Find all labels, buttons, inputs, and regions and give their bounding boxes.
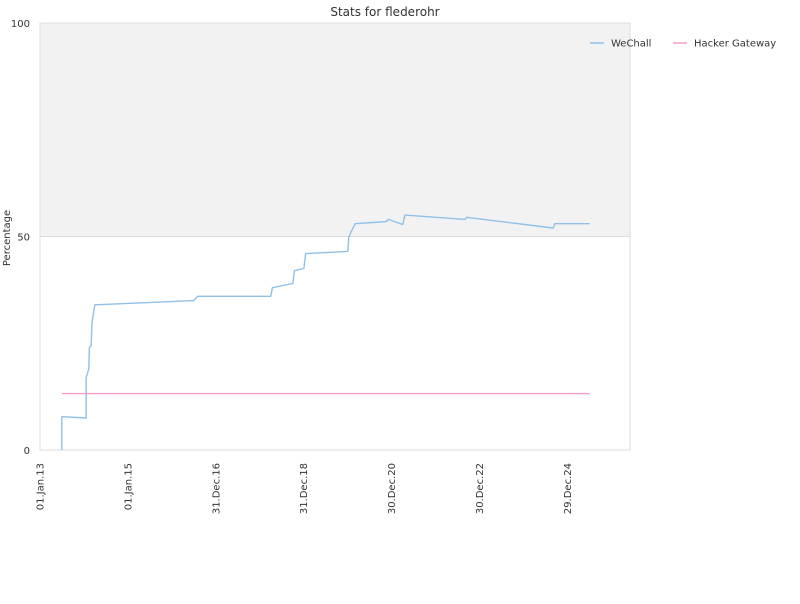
- series-layer: [61, 214, 590, 450]
- legend: WeChall Hacker Gateway: [590, 39, 776, 50]
- x-tick-label: 01.Jan.15: [123, 463, 134, 510]
- y-tick-label: 0: [24, 446, 30, 457]
- y-axis-label: Percentage: [2, 210, 13, 266]
- x-tick-label: 31.Dec.16: [211, 463, 222, 514]
- y-tick-label: 50: [17, 233, 30, 244]
- chart-title: Stats for flederohr: [330, 5, 439, 19]
- x-tick-label: 30.Dec.22: [475, 463, 486, 514]
- y-tick-label: 100: [11, 19, 30, 30]
- series-line-wechall: [61, 214, 590, 450]
- x-tick-label: 31.Dec.18: [299, 463, 310, 514]
- x-tick-label: 30.Dec.20: [387, 463, 398, 514]
- legend-label: WeChall: [611, 39, 651, 50]
- axis-layer: 0 50 100 01.Jan.13 01.Jan.15 31.Dec.16 31.Dec.…: [11, 19, 574, 514]
- plot-upper-band: [40, 23, 630, 237]
- legend-label: Hacker Gateway: [694, 39, 776, 50]
- x-tick-label: 29.Dec.24: [563, 463, 574, 514]
- x-tick-label: 01.Jan.13: [36, 463, 47, 510]
